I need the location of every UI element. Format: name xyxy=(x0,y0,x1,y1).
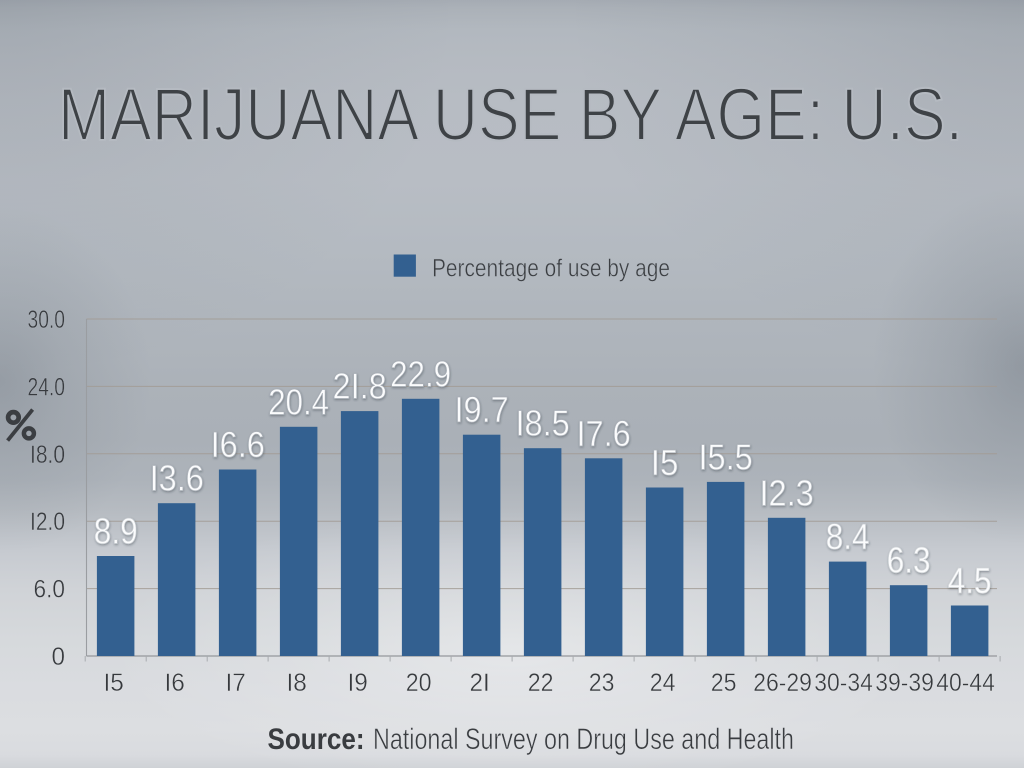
svg-text:I5: I5 xyxy=(104,669,124,697)
svg-text:Percentage of use by age: Percentage of use by age xyxy=(432,255,670,283)
svg-text:I7: I7 xyxy=(226,669,246,697)
svg-text:I5: I5 xyxy=(651,442,679,483)
svg-text:I8.0: I8.0 xyxy=(30,441,65,469)
svg-text:0: 0 xyxy=(52,643,66,671)
svg-text:26-29: 26-29 xyxy=(753,669,812,697)
svg-text:22.9: 22.9 xyxy=(390,353,451,394)
svg-text:25: 25 xyxy=(711,669,737,697)
svg-text:24.0: 24.0 xyxy=(28,373,66,401)
svg-text:6.3: 6.3 xyxy=(887,540,931,581)
svg-text:2I.8: 2I.8 xyxy=(333,366,387,407)
svg-text:22: 22 xyxy=(528,669,554,697)
svg-text:39-39: 39-39 xyxy=(875,669,934,697)
svg-text:I2.0: I2.0 xyxy=(30,508,65,536)
svg-text:23: 23 xyxy=(589,669,615,697)
svg-text:I7.6: I7.6 xyxy=(577,413,631,454)
svg-text:30.0: 30.0 xyxy=(28,306,66,334)
svg-text:4.5: 4.5 xyxy=(948,560,992,601)
svg-text:8.4: 8.4 xyxy=(826,516,870,557)
svg-text:2I: 2I xyxy=(469,669,489,697)
svg-text:National Survey on Drug Use an: National Survey on Drug Use and Health xyxy=(373,723,794,756)
svg-text:I8: I8 xyxy=(286,669,306,697)
svg-text:Source:: Source: xyxy=(268,723,365,756)
svg-text:24: 24 xyxy=(650,669,676,697)
svg-text:30-34: 30-34 xyxy=(814,669,873,697)
svg-text:I8.5: I8.5 xyxy=(516,403,570,444)
svg-text:I3.6: I3.6 xyxy=(150,458,204,499)
svg-text:I5.5: I5.5 xyxy=(699,436,753,477)
svg-text:8.9: 8.9 xyxy=(94,511,138,552)
svg-text:I2.3: I2.3 xyxy=(760,472,814,513)
svg-text:20.4: 20.4 xyxy=(268,381,329,422)
svg-text:MARIJUANA USE BY AGE: U.S.: MARIJUANA USE BY AGE: U.S. xyxy=(58,73,963,156)
svg-text:I6: I6 xyxy=(165,669,185,697)
svg-text:6.0: 6.0 xyxy=(34,576,66,604)
svg-text:I6.6: I6.6 xyxy=(211,424,265,465)
svg-text:20: 20 xyxy=(406,669,432,697)
svg-text:I9: I9 xyxy=(347,669,367,697)
svg-text:40-44: 40-44 xyxy=(936,669,995,697)
svg-text:I9.7: I9.7 xyxy=(455,389,509,430)
